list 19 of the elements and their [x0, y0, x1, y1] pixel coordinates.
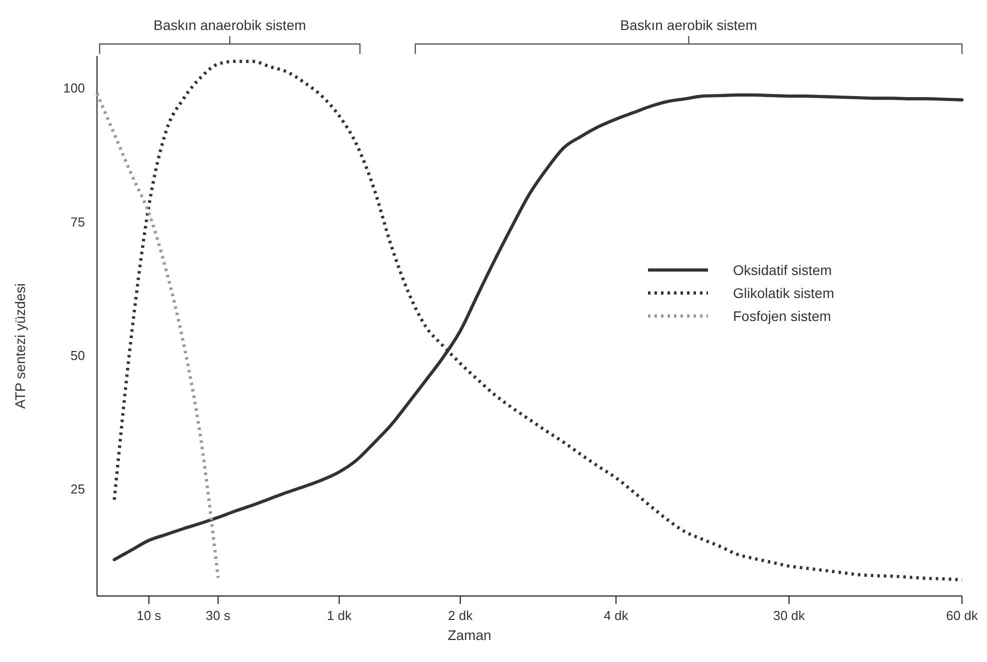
x-axis-title: Zaman	[448, 627, 492, 643]
x-tick-label: 30 s	[206, 608, 231, 623]
y-tick-label: 75	[70, 214, 85, 230]
legend-label: Oksidatif sistem	[733, 262, 832, 278]
y-axis-title: ATP sentezi yüzdesi	[12, 283, 28, 409]
x-tick-label: 30 dk	[773, 608, 806, 623]
y-tick-label: 25	[70, 482, 85, 497]
text: Baskın aerobik sistem	[620, 17, 758, 33]
x-tick-label: 60 dk	[946, 608, 978, 623]
line-series	[95, 92, 220, 580]
y-tick-label: 50	[70, 348, 85, 363]
y-tick-label: 100	[63, 80, 85, 96]
text: Baskın anaerobik sistem	[154, 17, 306, 33]
legend-label: Glikolatik sistem	[733, 284, 834, 301]
x-tick-label: 1 dk	[326, 608, 352, 623]
x-tick-label: 10 s	[136, 608, 162, 623]
legend-label: Fosfojen sistem	[733, 308, 832, 324]
x-tick-label: 4 dk	[604, 608, 629, 623]
x-tick-label: 2 dk	[448, 608, 474, 623]
